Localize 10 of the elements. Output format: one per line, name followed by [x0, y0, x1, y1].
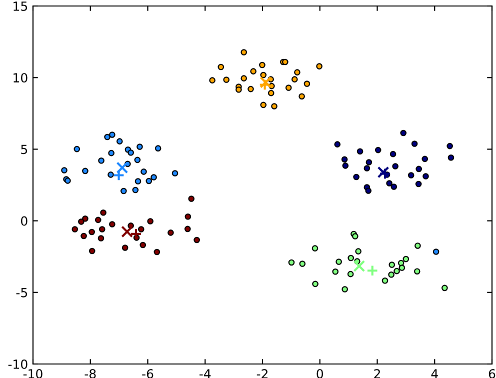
x-tick-label: 4 — [431, 369, 438, 378]
x-tick-label: -2 — [256, 369, 268, 378]
y-tick-label: 5 — [21, 144, 28, 154]
x-tick-label: -4 — [200, 369, 211, 378]
y-tick-label: -5 — [16, 288, 28, 298]
x-tick-label: 2 — [374, 369, 380, 378]
y-tick-label: 15 — [14, 2, 28, 11]
y-tick-label: 0 — [21, 216, 28, 226]
y-tick-label: -10 — [8, 359, 28, 369]
y-tick-label: 10 — [14, 73, 28, 83]
